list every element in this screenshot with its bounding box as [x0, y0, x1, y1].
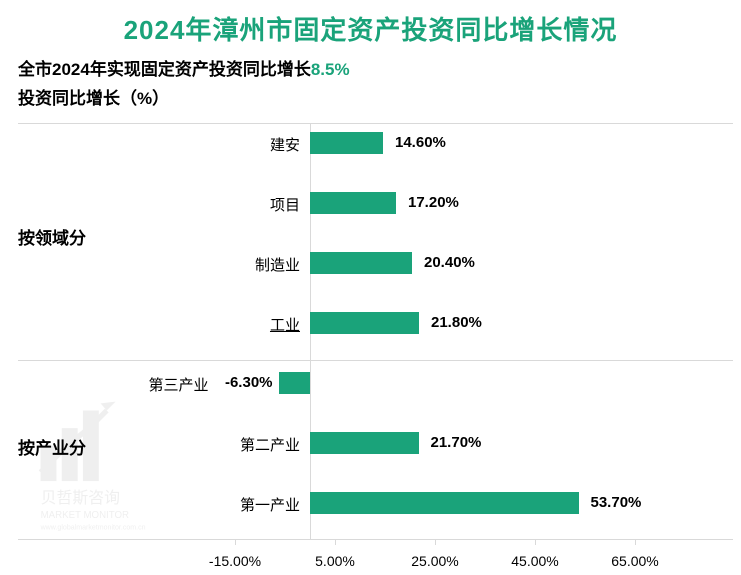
x-tick-label: 45.00% — [511, 553, 558, 569]
category-label: 建安 — [120, 134, 300, 155]
chart-subtitle: 全市2024年实现固定资产投资同比增长8.5% — [0, 47, 741, 80]
value-label: 53.70% — [591, 494, 642, 511]
value-label: 17.20% — [408, 194, 459, 211]
bar — [279, 372, 311, 394]
subtitle-highlight: 8.5% — [311, 60, 350, 79]
value-label: 14.60% — [395, 134, 446, 151]
group-border — [18, 360, 733, 361]
category-label: 项目 — [120, 194, 300, 215]
category-label: 第三产业 — [129, 374, 209, 395]
category-label: 第二产业 — [120, 434, 300, 455]
x-tick-label: 65.00% — [611, 553, 658, 569]
x-tick-label: 5.00% — [315, 553, 355, 569]
value-label: 21.70% — [431, 434, 482, 451]
value-label: -6.30% — [225, 374, 273, 391]
bar — [310, 132, 383, 154]
y-axis-title: 投资同比增长（%） — [0, 80, 741, 109]
bar — [310, 192, 396, 214]
bar — [310, 492, 579, 514]
category-label: 第一产业 — [120, 494, 300, 515]
x-tick-label: -15.00% — [209, 553, 261, 569]
x-tick-label: 25.00% — [411, 553, 458, 569]
group-border — [18, 123, 733, 124]
group-label: 按产业分 — [18, 434, 86, 459]
bar — [310, 312, 419, 334]
chart-title: 2024年漳州市固定资产投资同比增长情况 — [0, 0, 741, 47]
value-label: 21.80% — [431, 314, 482, 331]
chart-plot: -15.00% 5.00% 25.00% 45.00% 65.00% 按领域分 建安 14.6… — [0, 115, 741, 575]
bar — [310, 252, 412, 274]
category-label: 工业 — [120, 314, 300, 335]
value-label: 20.40% — [424, 254, 475, 271]
bar — [310, 432, 419, 454]
subtitle-prefix: 全市2024年实现固定资产投资同比增长 — [18, 60, 311, 79]
category-label: 制造业 — [120, 254, 300, 275]
chart-area: -15.00% 5.00% 25.00% 45.00% 65.00% 按领域分 建安 14.6… — [0, 115, 741, 575]
group-label: 按领域分 — [18, 224, 86, 249]
group-border — [18, 539, 733, 540]
